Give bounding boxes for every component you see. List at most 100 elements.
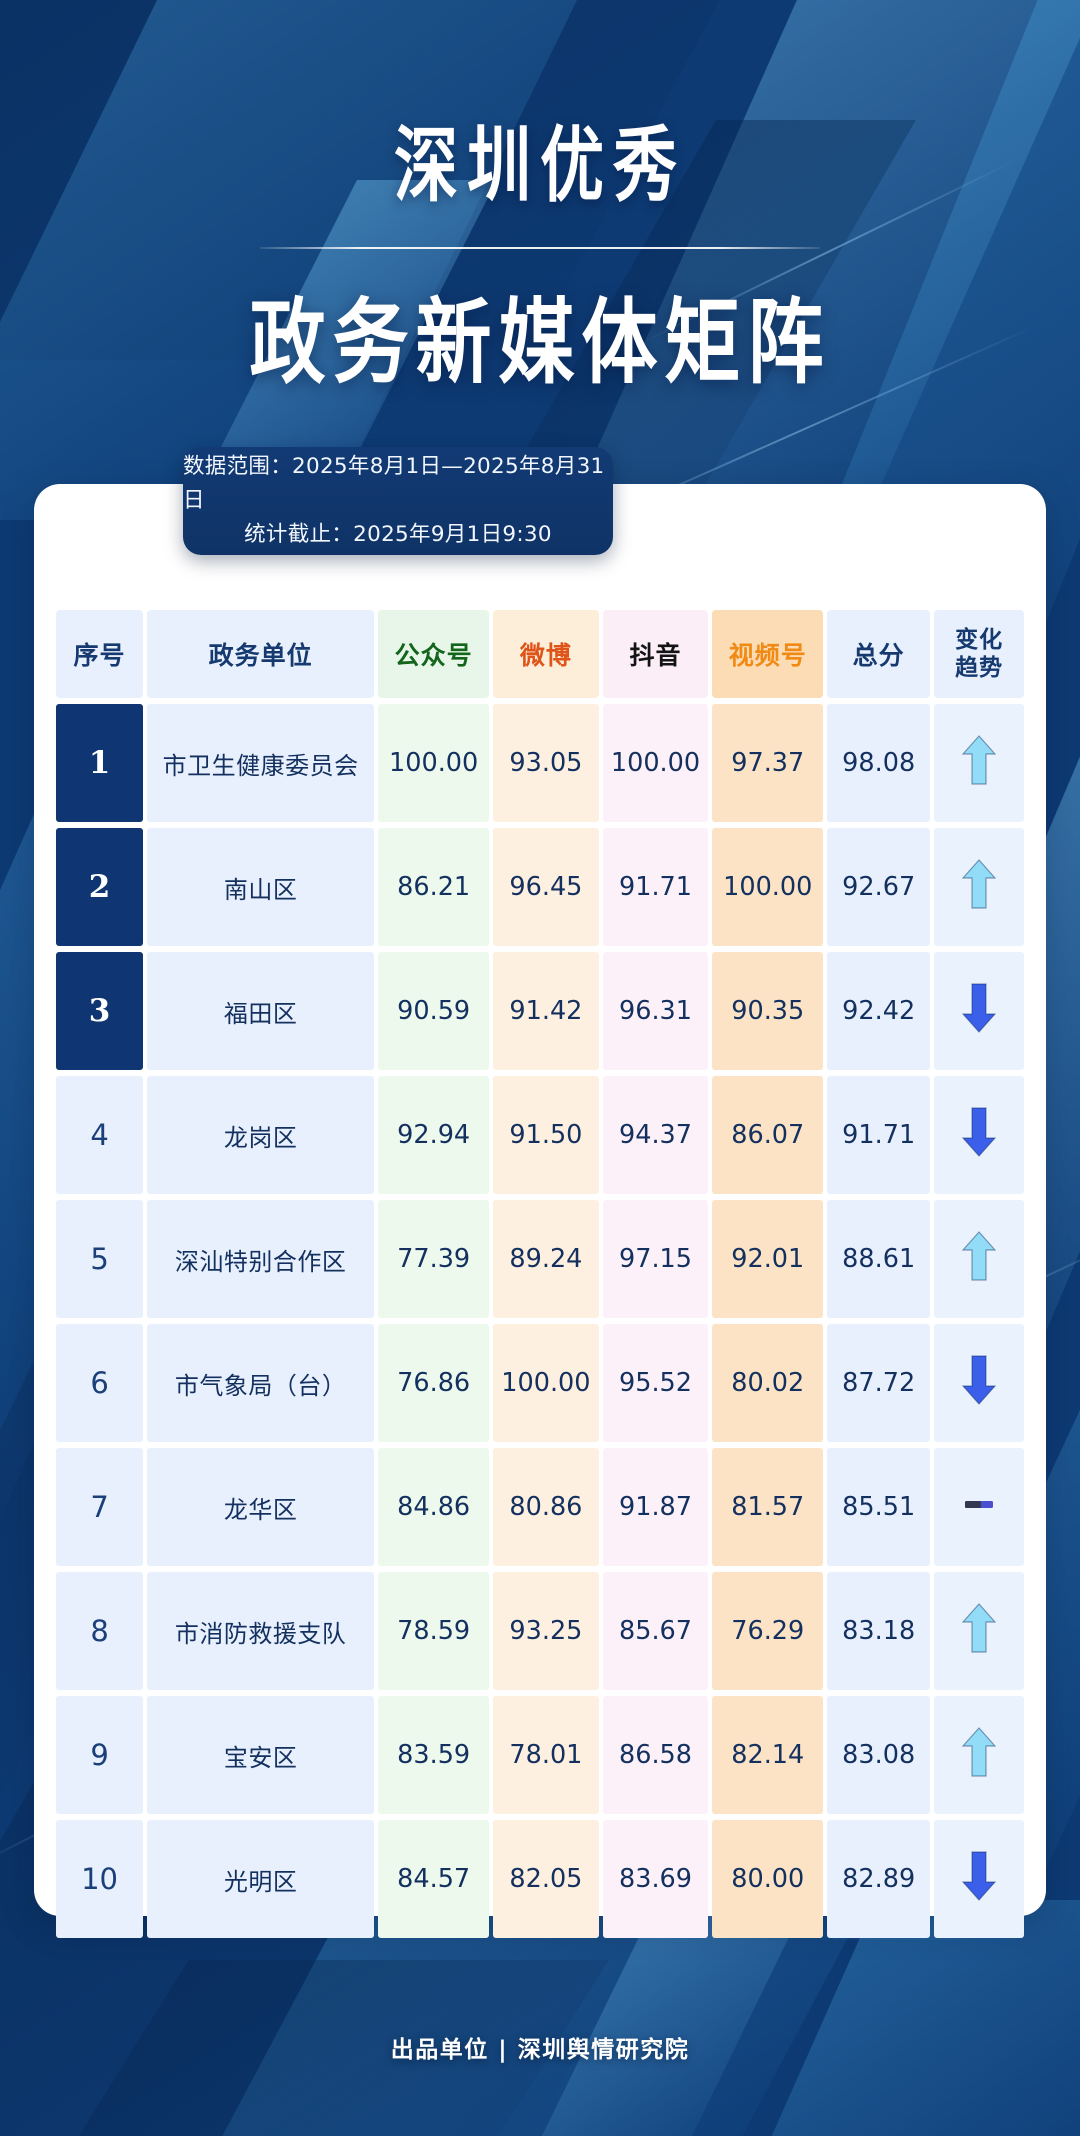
cell-total: 98.08: [827, 704, 931, 822]
title-divider: [260, 247, 820, 249]
cell-douyin: 100.00: [602, 704, 709, 822]
cell-trend: [934, 828, 1024, 946]
cell-unit: 深汕特别合作区: [147, 1200, 375, 1318]
cell-wechat: 84.57: [378, 1820, 490, 1938]
cell-rank: 10: [56, 1820, 144, 1938]
cell-weibo: 93.05: [493, 704, 599, 822]
cell-wechat: 78.59: [378, 1572, 490, 1690]
cell-unit: 市消防救援支队: [147, 1572, 375, 1690]
table-row: 6 市气象局（台） 76.86 100.00 95.52 80.02 87.72: [56, 1324, 1024, 1442]
cell-unit: 市卫生健康委员会: [147, 704, 375, 822]
cell-trend: [934, 1448, 1024, 1566]
trend-up-icon: [962, 734, 997, 786]
cell-douyin: 96.31: [602, 952, 709, 1070]
cell-weibo: 91.50: [493, 1076, 599, 1194]
cell-trend: [934, 1572, 1024, 1690]
cell-total: 92.42: [827, 952, 931, 1070]
cell-douyin: 91.71: [602, 828, 709, 946]
cell-shipinhao: 80.02: [712, 1324, 824, 1442]
statistics-cutoff-text: 统计截止：2025年9月1日9:30: [244, 522, 552, 547]
ranking-table: 序号 政务单位 公众号 微博 抖音 视频号 总分 变化 趋势 1 市卫生健康委员会…: [52, 604, 1028, 1944]
table-row: 2 南山区 86.21 96.45 91.71 100.00 92.67: [56, 828, 1024, 946]
table-row: 3 福田区 90.59 91.42 96.31 90.35 92.42: [56, 952, 1024, 1070]
table-row: 7 龙华区 84.86 80.86 91.87 81.57 85.51: [56, 1448, 1024, 1566]
cell-wechat: 76.86: [378, 1324, 490, 1442]
column-header-rank: 序号: [56, 610, 144, 698]
cell-unit: 福田区: [147, 952, 375, 1070]
cell-rank: 9: [56, 1696, 144, 1814]
cell-trend: [934, 1324, 1024, 1442]
cell-shipinhao: 82.14: [712, 1696, 824, 1814]
trend-flat-icon: [962, 1478, 996, 1530]
data-range-text: 数据范围：2025年8月1日—2025年8月31日: [183, 454, 605, 513]
cell-unit: 龙岗区: [147, 1076, 375, 1194]
cell-weibo: 78.01: [493, 1696, 599, 1814]
cell-rank: 8: [56, 1572, 144, 1690]
cell-wechat: 83.59: [378, 1696, 490, 1814]
footer-credit: 出品单位 | 深圳舆情研究院: [390, 2037, 690, 2063]
table-row: 4 龙岗区 92.94 91.50 94.37 86.07 91.71: [56, 1076, 1024, 1194]
page-title-line1: 深圳优秀: [394, 119, 686, 215]
cell-douyin: 83.69: [602, 1820, 709, 1938]
trend-down-icon: [962, 1106, 997, 1158]
cell-shipinhao: 86.07: [712, 1076, 824, 1194]
cell-shipinhao: 76.29: [712, 1572, 824, 1690]
cell-rank: 5: [56, 1200, 144, 1318]
cell-unit: 南山区: [147, 828, 375, 946]
cell-weibo: 91.42: [493, 952, 599, 1070]
cell-weibo: 93.25: [493, 1572, 599, 1690]
table-header: 序号 政务单位 公众号 微博 抖音 视频号 总分 变化 趋势: [56, 610, 1024, 698]
page-title-line2: 政务新媒体矩阵: [249, 287, 831, 397]
cell-weibo: 80.86: [493, 1448, 599, 1566]
cell-total: 82.89: [827, 1820, 931, 1938]
cell-total: 85.51: [827, 1448, 931, 1566]
cell-unit: 市气象局（台）: [147, 1324, 375, 1442]
cell-shipinhao: 97.37: [712, 704, 824, 822]
cell-trend: [934, 1820, 1024, 1938]
cell-unit: 光明区: [147, 1820, 375, 1938]
trend-up-icon: [962, 858, 997, 910]
cell-weibo: 96.45: [493, 828, 599, 946]
cell-total: 92.67: [827, 828, 931, 946]
cell-shipinhao: 90.35: [712, 952, 824, 1070]
trend-up-icon: [962, 1602, 997, 1654]
trend-down-icon: [962, 982, 997, 1034]
column-header-wechat: 公众号: [378, 610, 490, 698]
cell-wechat: 86.21: [378, 828, 490, 946]
cell-trend: [934, 1076, 1024, 1194]
cell-rank: 7: [56, 1448, 144, 1566]
cell-wechat: 100.00: [378, 704, 490, 822]
cell-weibo: 100.00: [493, 1324, 599, 1442]
table-row: 10 光明区 84.57 82.05 83.69 80.00 82.89: [56, 1820, 1024, 1938]
poster-header: 深圳优秀 政务新媒体矩阵: [0, 0, 1080, 470]
column-header-trend-line1: 变化: [955, 626, 1004, 653]
cell-total: 91.71: [827, 1076, 931, 1194]
cell-unit: 宝安区: [147, 1696, 375, 1814]
cell-wechat: 84.86: [378, 1448, 490, 1566]
column-header-trend: 变化 趋势: [934, 610, 1024, 698]
trend-up-icon: [962, 1726, 997, 1778]
cell-trend: [934, 1696, 1024, 1814]
cell-douyin: 95.52: [602, 1324, 709, 1442]
cell-rank: 6: [56, 1324, 144, 1442]
cell-shipinhao: 81.57: [712, 1448, 824, 1566]
column-header-trend-line2: 趋势: [955, 654, 1004, 681]
cell-wechat: 77.39: [378, 1200, 490, 1318]
cell-weibo: 89.24: [493, 1200, 599, 1318]
trend-down-icon: [962, 1850, 997, 1902]
cell-douyin: 94.37: [602, 1076, 709, 1194]
cell-shipinhao: 80.00: [712, 1820, 824, 1938]
column-header-weibo: 微博: [493, 610, 599, 698]
cell-wechat: 92.94: [378, 1076, 490, 1194]
table-header-row: 序号 政务单位 公众号 微博 抖音 视频号 总分 变化 趋势: [56, 610, 1024, 698]
cell-rank: 4: [56, 1076, 144, 1194]
cell-weibo: 82.05: [493, 1820, 599, 1938]
cell-unit: 龙华区: [147, 1448, 375, 1566]
column-header-shipinhao: 视频号: [712, 610, 824, 698]
table-row: 1 市卫生健康委员会 100.00 93.05 100.00 97.37 98.08: [56, 704, 1024, 822]
cell-douyin: 85.67: [602, 1572, 709, 1690]
cell-trend: [934, 1200, 1024, 1318]
cell-wechat: 90.59: [378, 952, 490, 1070]
trend-up-icon: [962, 1230, 997, 1282]
column-header-unit: 政务单位: [147, 610, 375, 698]
